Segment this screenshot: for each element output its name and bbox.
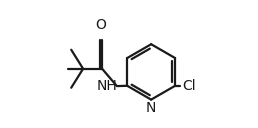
Text: NH: NH — [96, 79, 117, 93]
Text: Cl: Cl — [182, 79, 195, 93]
Text: N: N — [146, 101, 156, 115]
Text: O: O — [95, 18, 106, 32]
